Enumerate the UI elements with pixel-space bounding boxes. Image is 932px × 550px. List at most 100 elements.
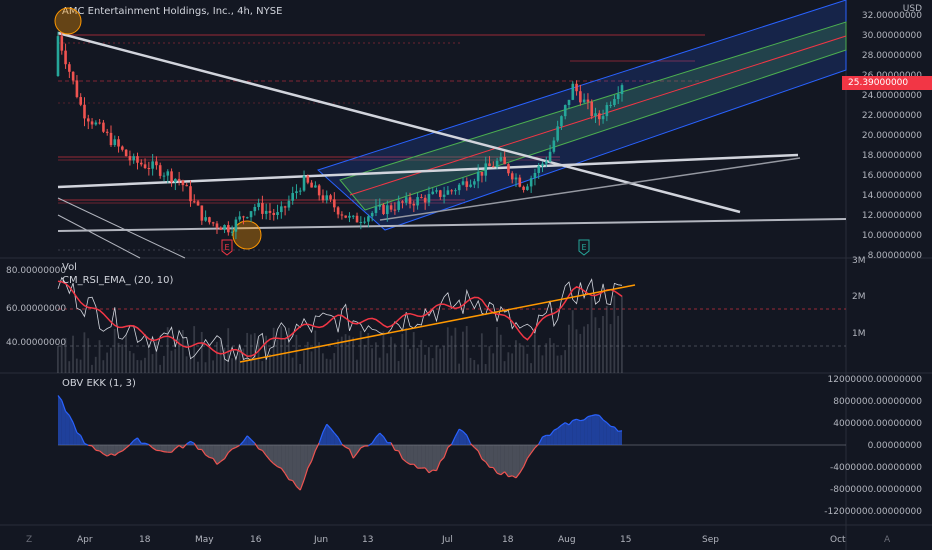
candle bbox=[370, 211, 374, 222]
volume-bar bbox=[60, 343, 63, 373]
obv-axis-tick: -4000000.00000000 bbox=[830, 463, 922, 473]
candle bbox=[503, 151, 506, 165]
obv-line-segment bbox=[91, 445, 97, 451]
obv-line-segment bbox=[595, 414, 600, 416]
rsi-trendline[interactable] bbox=[239, 284, 636, 363]
obv-segment bbox=[455, 429, 460, 445]
trend-lines[interactable] bbox=[57, 31, 847, 259]
obv-segment bbox=[205, 445, 210, 458]
obv-line-segment bbox=[190, 440, 195, 444]
obv-segment bbox=[228, 445, 233, 453]
obv-line-segment bbox=[216, 460, 222, 465]
volume-bar bbox=[480, 333, 483, 373]
volume-bar bbox=[522, 345, 525, 373]
candle bbox=[529, 175, 533, 193]
obv-segment bbox=[220, 445, 225, 462]
price-axis-currency: USD bbox=[902, 4, 922, 14]
obv-segment bbox=[572, 419, 577, 445]
obv-segment bbox=[406, 445, 411, 465]
obv-segment bbox=[58, 395, 62, 445]
obv-line-segment bbox=[299, 479, 305, 491]
earnings-marker[interactable]: E bbox=[221, 239, 233, 256]
obv-segment bbox=[569, 420, 573, 445]
obv-line-segment bbox=[186, 440, 191, 445]
obv-line-segment bbox=[451, 436, 456, 445]
obv-segment bbox=[277, 445, 282, 469]
volume-bar bbox=[113, 328, 116, 373]
obv-line-segment bbox=[284, 473, 290, 481]
volume-bar bbox=[568, 324, 570, 373]
candle bbox=[594, 107, 597, 123]
candle bbox=[431, 188, 435, 195]
earnings-marker[interactable]: E bbox=[578, 239, 590, 256]
candle bbox=[423, 194, 427, 210]
pivot-highlight[interactable] bbox=[232, 220, 262, 250]
obv-line-segment bbox=[265, 455, 271, 461]
obv-segment bbox=[216, 445, 221, 465]
obv-segment bbox=[576, 419, 581, 445]
volume-bar bbox=[526, 353, 529, 373]
obv-segment bbox=[156, 445, 161, 451]
volume-bar bbox=[181, 330, 184, 373]
obv-segment bbox=[262, 445, 267, 456]
volume-bar bbox=[140, 360, 143, 373]
time-axis-corner-right[interactable]: A bbox=[884, 535, 891, 545]
candle bbox=[238, 211, 241, 222]
obv-line-segment bbox=[466, 435, 472, 444]
volume-bar bbox=[83, 332, 86, 373]
obv-segment bbox=[110, 445, 115, 456]
obv-segment bbox=[398, 445, 403, 459]
obv-line-segment bbox=[220, 458, 225, 462]
volume-bar bbox=[412, 332, 415, 373]
obv-line-segment bbox=[538, 436, 544, 445]
candle bbox=[143, 158, 147, 170]
svg-text:E: E bbox=[581, 243, 586, 252]
obv-line-segment bbox=[602, 419, 608, 424]
candle bbox=[128, 150, 132, 166]
volume-bar bbox=[246, 332, 249, 373]
volume-bar bbox=[268, 353, 271, 373]
candle bbox=[204, 210, 207, 222]
obv-segment bbox=[478, 445, 482, 460]
obv-line-segment bbox=[613, 426, 619, 432]
volume-bar bbox=[405, 328, 408, 373]
volume-bar bbox=[390, 336, 392, 373]
volume-bar bbox=[340, 336, 343, 373]
obv-segment bbox=[542, 435, 547, 445]
candle bbox=[60, 32, 64, 55]
candle bbox=[484, 156, 488, 182]
obv-segment bbox=[201, 445, 206, 455]
obv-segment bbox=[508, 445, 513, 477]
volume-bar bbox=[219, 339, 222, 373]
obv-line-segment bbox=[523, 458, 528, 467]
obv-axis-tick: -8000000.00000000 bbox=[830, 485, 922, 495]
volume-bar bbox=[72, 335, 74, 373]
candle bbox=[609, 101, 612, 109]
obv-line-segment bbox=[148, 444, 154, 449]
obv-line-segment bbox=[553, 427, 558, 431]
obv-line-segment bbox=[356, 447, 362, 454]
candle bbox=[567, 99, 571, 109]
obv-segment bbox=[527, 445, 532, 459]
volume-bar bbox=[420, 340, 423, 373]
time-axis-corner-left[interactable]: Z bbox=[26, 535, 33, 545]
volume-bar bbox=[499, 334, 502, 373]
volume-axis-tick: 2M bbox=[852, 292, 866, 302]
candle bbox=[344, 215, 347, 219]
candle bbox=[401, 200, 404, 209]
candle bbox=[83, 97, 86, 127]
candle bbox=[215, 221, 219, 234]
obv-line-segment bbox=[280, 467, 286, 474]
obv-line-segment bbox=[318, 431, 324, 443]
obv-line-segment bbox=[95, 449, 100, 452]
obv-line-segment bbox=[205, 454, 210, 458]
candle bbox=[597, 110, 601, 126]
obv-axis-tick: 4000000.00000000 bbox=[833, 419, 922, 429]
pivot-highlight[interactable] bbox=[54, 7, 82, 35]
volume-bar bbox=[178, 338, 180, 373]
candle bbox=[287, 195, 291, 211]
obv-line-segment bbox=[250, 439, 256, 444]
volume-bar bbox=[533, 334, 536, 373]
volume-bar bbox=[473, 360, 476, 373]
